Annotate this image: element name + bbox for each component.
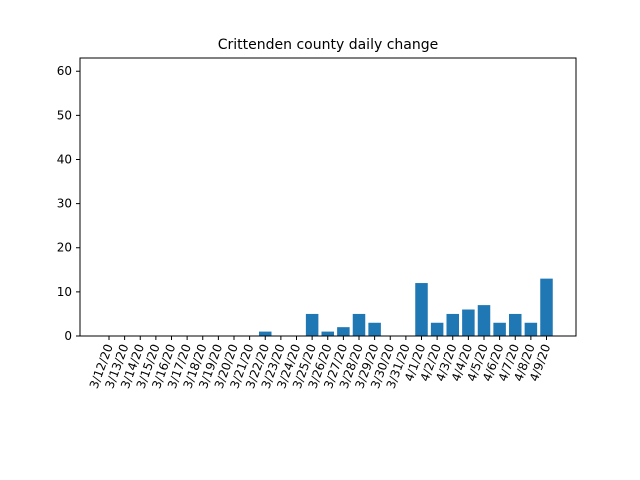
bar-4-9-20 (540, 278, 553, 336)
y-tick-label: 0 (64, 329, 72, 343)
bar-4-6-20 (493, 322, 506, 336)
x-axis: 3/12/203/13/203/14/203/15/203/16/203/17/… (87, 336, 553, 391)
y-tick-label: 10 (57, 285, 72, 299)
bar-3-22-20 (259, 331, 272, 336)
bar-4-1-20 (415, 283, 428, 336)
bar-4-4-20 (462, 309, 475, 336)
y-tick-label: 60 (57, 64, 72, 78)
y-tick-label: 20 (57, 241, 72, 255)
bar-4-2-20 (430, 322, 444, 336)
bar-3-27-20 (337, 327, 350, 336)
bar-3-28-20 (352, 313, 366, 336)
bar-4-7-20 (509, 313, 522, 336)
y-tick-label: 30 (57, 197, 72, 211)
bar-4-3-20 (446, 313, 459, 336)
bar-3-26-20 (321, 331, 334, 336)
y-tick-label: 50 (57, 108, 72, 122)
bars-group (259, 278, 553, 336)
y-tick-label: 40 (57, 152, 72, 166)
y-axis: 0 10 20 30 40 50 60 (57, 64, 80, 343)
bar-4-5-20 (477, 305, 491, 336)
plot-frame (79, 57, 577, 337)
bar-3-25-20 (305, 313, 319, 336)
bar-4-8-20 (524, 322, 538, 336)
bar-3-29-20 (368, 322, 381, 336)
chart-title: Crittenden county daily change (218, 37, 438, 53)
